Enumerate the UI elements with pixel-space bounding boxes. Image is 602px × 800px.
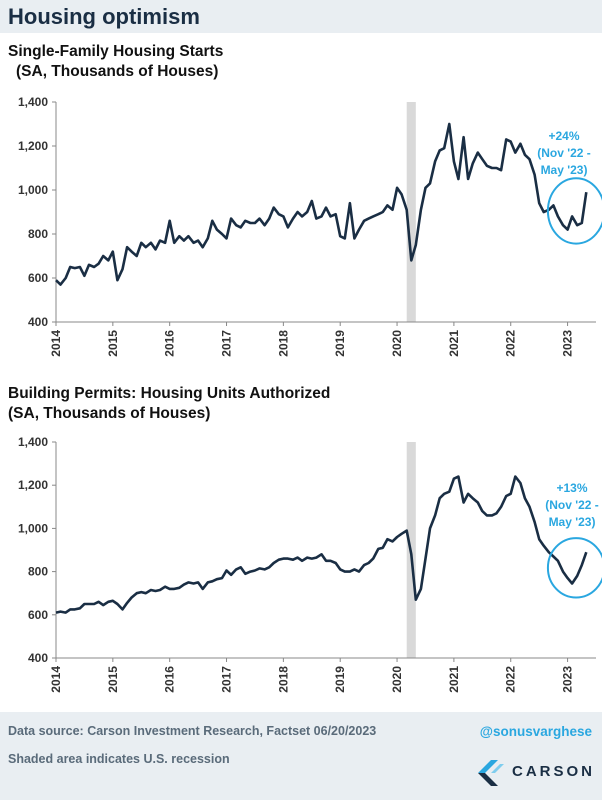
recession-shade xyxy=(406,102,416,322)
x-tick-label: 2020 xyxy=(390,330,404,357)
x-tick-label: 2015 xyxy=(106,330,120,357)
footer-band xyxy=(0,712,602,800)
carson-logo-text: CARSON xyxy=(512,763,596,780)
annotation-ellipse xyxy=(546,177,602,245)
recession-note: Shaded area indicates U.S. recession xyxy=(8,752,230,766)
data-source-note: Data source: Carson Investment Research,… xyxy=(8,724,377,738)
x-tick-label: 2020 xyxy=(390,666,404,693)
x-tick-label: 2022 xyxy=(504,666,518,693)
chart-2-building-permits: 400 600 800 1,000 1,200 1,400 2014 2015 2016 2017… xyxy=(18,435,602,693)
x-tick-label: 2021 xyxy=(447,666,461,693)
y-tick-label: 1,200 xyxy=(18,139,48,153)
chart-1-title-text: Single-Family Housing Starts xyxy=(8,43,224,60)
x-tick-label: 2019 xyxy=(333,330,347,357)
x-tick-label: 2023 xyxy=(561,330,575,357)
y-tick-label: 400 xyxy=(28,651,48,665)
x-tick-label: 2023 xyxy=(561,666,575,693)
annotation-text: +13% xyxy=(556,481,587,495)
y-tick-label: 1,200 xyxy=(18,478,48,492)
x-tick-label: 2017 xyxy=(220,330,234,357)
x-tick-label: 2016 xyxy=(163,330,177,357)
series-line xyxy=(55,122,588,286)
y-tick-label: 1,000 xyxy=(18,521,48,535)
chart-1-housing-starts: 400 600 800 1,000 1,200 1,400 2014 2015 2016 2017… xyxy=(18,95,602,357)
title-band xyxy=(0,0,602,33)
x-tick-label: 2014 xyxy=(49,666,63,693)
x-tick-label: 2015 xyxy=(106,666,120,693)
annotation-text: May '23) xyxy=(549,515,596,529)
x-tick-label: 2022 xyxy=(504,330,518,357)
y-tick-label: 1,400 xyxy=(18,95,48,109)
x-tick-label: 2016 xyxy=(163,666,177,693)
carson-logo: CARSON xyxy=(474,756,592,790)
annotation-text: (Nov '22 - xyxy=(545,498,599,512)
chart-1-title: Single-Family Housing Starts (SA, Thousa… xyxy=(8,42,223,82)
chart-2-subtitle-text: (SA, Thousands of Houses) xyxy=(8,405,211,422)
annotation-text: (Nov '22 - xyxy=(537,146,591,160)
x-tick-label: 2018 xyxy=(276,666,290,693)
chart-2-title-text: Building Permits: Housing Units Authoriz… xyxy=(8,385,331,402)
y-tick-label: 600 xyxy=(28,271,48,285)
y-tick-label: 1,000 xyxy=(18,183,48,197)
x-tick-label: 2021 xyxy=(447,330,461,357)
annotation-text: +24% xyxy=(548,129,579,143)
series-line xyxy=(55,475,588,614)
x-tick-label: 2014 xyxy=(49,330,63,357)
chart-1-subtitle-text: (SA, Thousands of Houses) xyxy=(16,63,219,80)
x-tick-label: 2017 xyxy=(220,666,234,693)
carson-logo-icon xyxy=(478,760,504,786)
x-tick-label: 2019 xyxy=(333,666,347,693)
annotation-text: May '23) xyxy=(541,163,588,177)
y-tick-label: 1,400 xyxy=(18,435,48,449)
y-tick-label: 600 xyxy=(28,608,48,622)
chart-2-title: Building Permits: Housing Units Authoriz… xyxy=(8,384,330,424)
y-tick-label: 800 xyxy=(28,227,48,241)
page-title: Housing optimism xyxy=(8,4,200,29)
twitter-handle[interactable]: @sonusvarghese xyxy=(479,724,592,739)
annotation-ellipse xyxy=(546,537,602,599)
x-tick-label: 2018 xyxy=(276,330,290,357)
y-tick-label: 800 xyxy=(28,565,48,579)
y-tick-label: 400 xyxy=(28,315,48,329)
